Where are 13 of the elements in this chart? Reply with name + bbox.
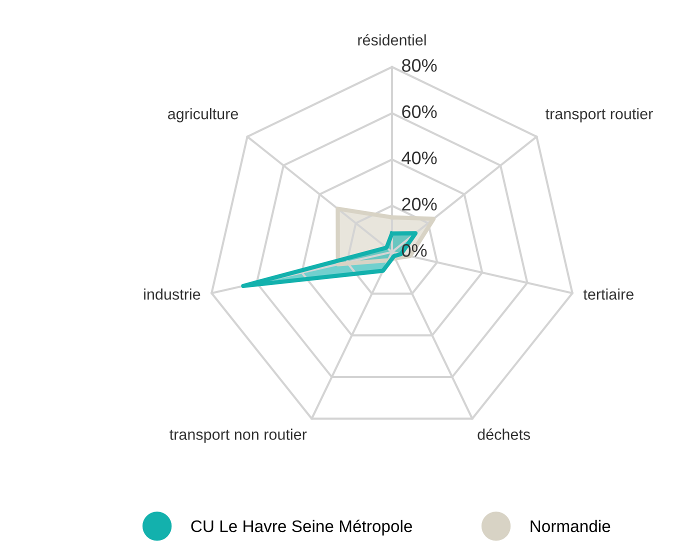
spoke-label: industrie xyxy=(144,288,200,300)
spoke-label: transport routier xyxy=(546,108,653,122)
spoke-label: déchets xyxy=(478,428,530,440)
spoke-label: transport non routier xyxy=(170,428,307,443)
spoke-label: résidentiel xyxy=(358,34,426,46)
y-tick-label: 80% xyxy=(402,59,437,72)
legend-label: CU Le Havre Seine Métropole xyxy=(191,520,412,536)
y-tick-label: 20% xyxy=(402,198,437,211)
spoke-label: tertiaire xyxy=(583,288,634,300)
y-tick-label: 40% xyxy=(402,152,437,164)
y-tick-label: 60% xyxy=(402,105,437,118)
legend-label: Normandie xyxy=(530,520,610,532)
spoke-label: agriculture xyxy=(168,108,238,122)
